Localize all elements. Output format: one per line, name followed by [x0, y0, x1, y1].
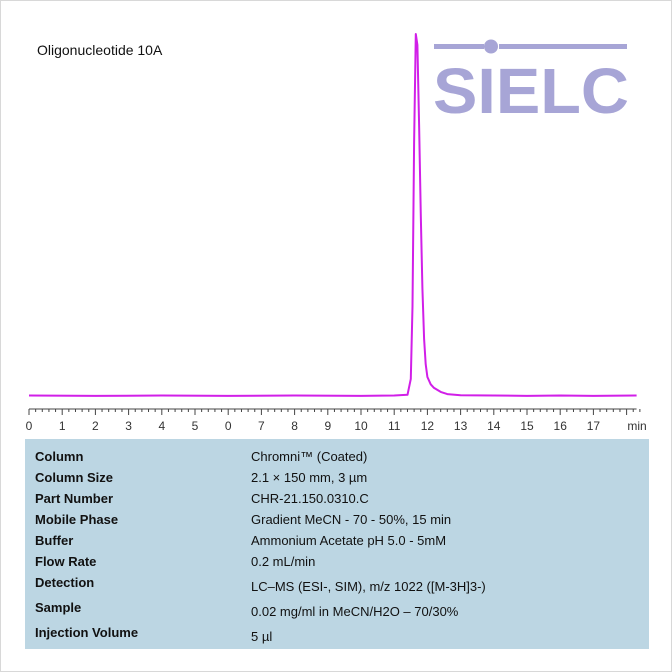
info-value: Chromni™ (Coated): [251, 449, 368, 464]
info-label: Buffer: [35, 533, 74, 548]
x-tick-label: 16: [554, 419, 568, 433]
info-row: Buffer Ammonium Acetate pH 5.0 - 5mM: [25, 439, 649, 548]
chromatogram-trace: [28, 33, 637, 397]
logo-text: SIELC: [433, 55, 629, 127]
info-value: 0.2 mL/min: [251, 554, 316, 569]
info-value: LC–MS (ESI-, SIM), m/z 1022 ([M-3H]3-): [251, 579, 486, 594]
info-label: Sample: [35, 600, 82, 615]
info-label: Column: [35, 449, 84, 464]
info-value: 2.1 × 150 mm, 3 µm: [251, 470, 368, 485]
x-tick-label: 2: [92, 419, 99, 433]
info-row: Injection Volume 5 µl: [25, 439, 649, 644]
logo-bar-right: [499, 44, 627, 49]
x-tick-label: 7: [258, 419, 265, 433]
x-tick-label: 0: [225, 419, 232, 433]
info-value: Ammonium Acetate pH 5.0 - 5mM: [251, 533, 447, 548]
x-tick-label: 5: [192, 419, 199, 433]
sielc-logo: SIELC: [433, 39, 629, 127]
info-row: Part Number CHR-21.150.0310.C: [25, 439, 649, 506]
info-label: Mobile Phase: [35, 512, 119, 527]
x-tick-label: 4: [158, 419, 165, 433]
x-tick-label: 17: [587, 419, 601, 433]
series-layer: [28, 33, 637, 397]
info-label: Injection Volume: [35, 625, 139, 640]
x-tick-label: 15: [520, 419, 534, 433]
info-row: Sample 0.02 mg/ml in MeCN/H2O – 70/30%: [25, 439, 649, 619]
info-value: CHR-21.150.0310.C: [251, 491, 369, 506]
info-row: Column Size 2.1 × 150 mm, 3 µm: [25, 439, 649, 485]
x-tick-label: 1: [59, 419, 66, 433]
x-tick-label: 3: [125, 419, 132, 433]
info-row: Column Chromni™ (Coated): [25, 439, 649, 464]
info-label: Flow Rate: [35, 554, 97, 569]
x-tick-label: 14: [487, 419, 501, 433]
x-tick-label: 10: [354, 419, 368, 433]
chart-title: Oligonucleotide 10A: [37, 42, 163, 58]
x-tick-label: 0: [26, 419, 33, 433]
info-value: Gradient MeCN - 70 - 50%, 15 min: [251, 512, 452, 527]
x-axis: 0 1 2 3 4 5 0 7 8 9 10 11 12 13 14 15 16 17 min: [26, 408, 647, 433]
info-value: 5 µl: [251, 629, 273, 644]
info-row: Detection LC–MS (ESI-, SIM), m/z 1022 ([M…: [25, 439, 649, 594]
chromatogram-chart: SIELC 0 1 2 3 4 5 0 7 8 9 10 11 12 13 14 15 16 17 min: [26, 33, 647, 433]
info-value: 0.02 mg/ml in MeCN/H2O – 70/30%: [251, 604, 459, 619]
info-label: Part Number: [35, 491, 114, 506]
info-row: Mobile Phase Gradient MeCN - 70 - 50%, 15…: [25, 439, 649, 527]
x-tick-label: 12: [421, 419, 435, 433]
x-axis-unit-label: min: [627, 419, 646, 433]
info-label: Column Size: [35, 470, 114, 485]
x-tick-label: 8: [291, 419, 298, 433]
x-tick-label: 13: [454, 419, 468, 433]
info-label: Detection: [35, 575, 95, 590]
x-tick-label: 11: [388, 419, 401, 433]
info-row: Flow Rate 0.2 mL/min: [25, 439, 649, 569]
x-tick-label: 9: [324, 419, 331, 433]
logo-bar-left: [434, 44, 484, 49]
logo-i-dot: [484, 39, 498, 54]
method-info-panel: Column Chromni™ (Coated) Column Size 2.1 × …: [25, 439, 649, 649]
